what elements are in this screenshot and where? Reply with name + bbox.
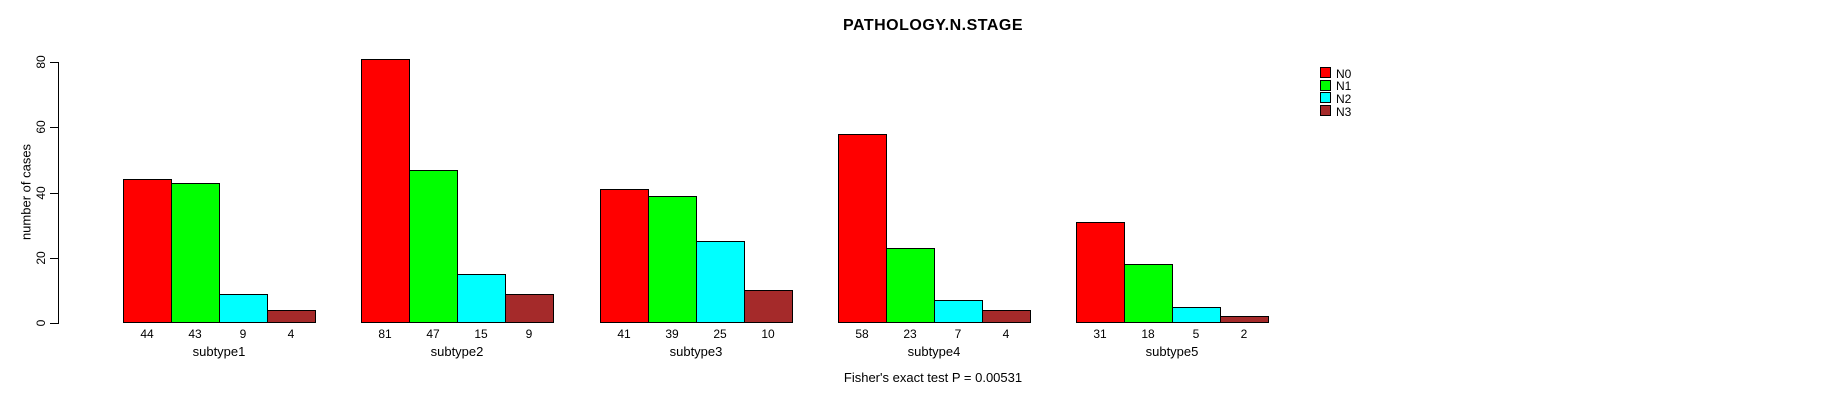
bar-count-label: 9: [525, 327, 533, 341]
y-tick-label: 0: [34, 319, 48, 327]
legend-swatch-N2: [1320, 92, 1331, 104]
bar-N2-subtype3: [696, 241, 745, 323]
y-tick-mark: [50, 323, 58, 324]
legend-label-N2: N2: [1336, 91, 1352, 106]
bar-count-label: 23: [903, 327, 917, 341]
bar-N2-subtype1: [219, 294, 268, 323]
fisher-test-annotation: Fisher's exact test P = 0.00531: [843, 370, 1023, 385]
bar-N1-subtype2: [409, 170, 458, 323]
bar-N1-subtype4: [886, 248, 935, 323]
bar-N1-subtype1: [171, 183, 220, 323]
bar-N3-subtype1: [267, 310, 316, 323]
y-tick-label: 60: [34, 120, 48, 134]
y-tick-mark: [50, 192, 58, 194]
bar-count-label: 31: [1093, 327, 1107, 341]
legend-swatch-N1: [1320, 79, 1331, 91]
bar-count-label: 39: [665, 327, 679, 341]
y-tick-mark: [50, 257, 58, 259]
bar-N0-subtype5: [1076, 222, 1125, 323]
legend-label-N3: N3: [1336, 104, 1352, 119]
bar-count-label: 7: [954, 327, 962, 341]
bar-count-label: 10: [761, 327, 775, 341]
legend-swatch-N3: [1320, 105, 1331, 117]
bar-count-label: 18: [1141, 327, 1155, 341]
bar-count-label: 4: [1002, 327, 1010, 341]
bar-N2-subtype5: [1172, 307, 1221, 323]
y-tick-mark: [50, 62, 58, 63]
category-label-subtype3: subtype3: [669, 344, 723, 359]
bar-count-label: 41: [617, 327, 631, 341]
bar-count-label: 9: [239, 327, 247, 341]
bar-N2-subtype2: [457, 274, 506, 323]
y-axis-label: number of cases: [18, 143, 34, 241]
legend-label-N0: N0: [1336, 66, 1352, 81]
bar-N0-subtype3: [600, 189, 649, 323]
category-label-subtype1: subtype1: [192, 344, 246, 359]
bar-count-label: 2: [1240, 327, 1248, 341]
y-tick-mark: [50, 127, 58, 129]
legend-swatch-N0: [1320, 67, 1331, 78]
bar-count-label: 4: [287, 327, 295, 341]
bar-count-label: 43: [188, 327, 202, 341]
bar-count-label: 44: [140, 327, 154, 341]
bar-N3-subtype2: [505, 294, 554, 323]
bar-N1-subtype3: [648, 196, 697, 323]
bar-count-label: 58: [855, 327, 869, 341]
bar-count-label: 47: [426, 327, 440, 341]
bar-N0-subtype2: [361, 59, 410, 323]
bar-N3-subtype5: [1220, 316, 1269, 323]
y-tick-label: 20: [34, 251, 48, 265]
bar-N2-subtype4: [934, 300, 983, 323]
bar-N3-subtype3: [744, 290, 793, 323]
bar-count-label: 15: [474, 327, 488, 341]
chart-title: PATHOLOGY.N.STAGE: [842, 17, 1024, 34]
y-axis: [58, 62, 59, 324]
category-label-subtype5: subtype5: [1145, 344, 1199, 359]
bar-N0-subtype1: [123, 179, 172, 323]
bar-N3-subtype4: [982, 310, 1031, 323]
bar-N0-subtype4: [838, 134, 887, 323]
category-label-subtype4: subtype4: [907, 344, 961, 359]
bar-N1-subtype5: [1124, 264, 1173, 323]
bar-count-label: 5: [1192, 327, 1200, 341]
y-tick-label: 80: [34, 55, 48, 69]
category-label-subtype2: subtype2: [430, 344, 484, 359]
bar-count-label: 25: [713, 327, 727, 341]
legend-label-N1: N1: [1336, 79, 1352, 94]
y-tick-label: 40: [34, 185, 48, 200]
bar-count-label: 81: [378, 327, 392, 341]
